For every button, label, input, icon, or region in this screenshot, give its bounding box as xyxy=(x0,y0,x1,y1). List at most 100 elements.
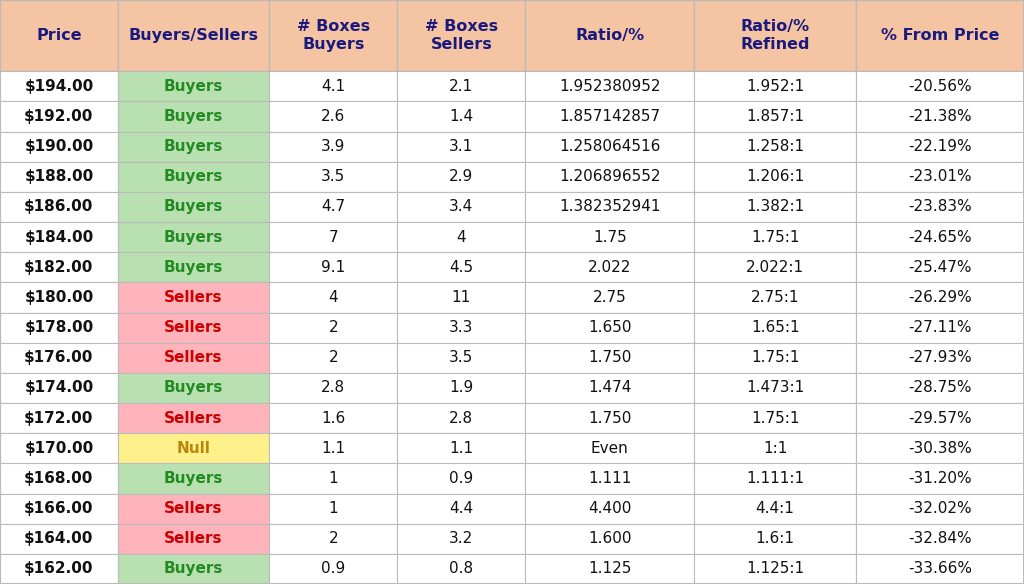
Text: 2.9: 2.9 xyxy=(450,169,473,185)
Bar xyxy=(397,283,525,312)
Bar xyxy=(856,554,1024,584)
Text: $176.00: $176.00 xyxy=(25,350,93,365)
Text: 3.3: 3.3 xyxy=(450,320,473,335)
Bar xyxy=(397,403,525,433)
Text: -32.02%: -32.02% xyxy=(908,501,972,516)
Text: Buyers: Buyers xyxy=(164,79,223,94)
Text: $180.00: $180.00 xyxy=(25,290,93,305)
Text: -27.93%: -27.93% xyxy=(908,350,972,365)
Bar xyxy=(0,493,118,524)
Text: 3.2: 3.2 xyxy=(450,531,473,546)
Text: # Boxes
Sellers: # Boxes Sellers xyxy=(425,19,498,52)
Bar xyxy=(525,312,694,343)
Bar xyxy=(856,493,1024,524)
Bar xyxy=(397,131,525,162)
Bar xyxy=(397,493,525,524)
Text: Buyers: Buyers xyxy=(164,109,223,124)
Text: $174.00: $174.00 xyxy=(25,380,93,395)
Bar xyxy=(0,0,118,71)
Bar xyxy=(397,343,525,373)
Bar xyxy=(694,102,856,131)
Bar xyxy=(525,71,694,102)
Text: Sellers: Sellers xyxy=(164,531,223,546)
Text: -22.19%: -22.19% xyxy=(908,139,972,154)
Bar xyxy=(0,524,118,554)
Text: 1.111:1: 1.111:1 xyxy=(746,471,804,486)
Text: 1.952:1: 1.952:1 xyxy=(746,79,804,94)
Text: Buyers: Buyers xyxy=(164,139,223,154)
Text: $184.00: $184.00 xyxy=(25,230,93,245)
Bar xyxy=(118,222,269,252)
Text: 2.75:1: 2.75:1 xyxy=(751,290,800,305)
Bar xyxy=(397,71,525,102)
Bar xyxy=(0,373,118,403)
Bar xyxy=(269,162,397,192)
Bar xyxy=(694,71,856,102)
Text: Null: Null xyxy=(176,441,211,456)
Text: 1.6: 1.6 xyxy=(322,411,345,426)
Text: 1.650: 1.650 xyxy=(588,320,632,335)
Bar xyxy=(269,524,397,554)
Bar xyxy=(118,554,269,584)
Bar xyxy=(118,463,269,493)
Text: 3.4: 3.4 xyxy=(450,200,473,214)
Text: 1.75:1: 1.75:1 xyxy=(751,230,800,245)
Bar xyxy=(525,463,694,493)
Bar xyxy=(525,554,694,584)
Text: 11: 11 xyxy=(452,290,471,305)
Bar xyxy=(0,252,118,283)
Text: 3.5: 3.5 xyxy=(322,169,345,185)
Text: 3.9: 3.9 xyxy=(322,139,345,154)
Bar xyxy=(525,0,694,71)
Text: $182.00: $182.00 xyxy=(25,260,93,275)
Text: 2: 2 xyxy=(329,320,338,335)
Text: $162.00: $162.00 xyxy=(25,561,93,576)
Text: $188.00: $188.00 xyxy=(25,169,93,185)
Text: 1.75:1: 1.75:1 xyxy=(751,411,800,426)
Text: Sellers: Sellers xyxy=(164,320,223,335)
Bar xyxy=(856,131,1024,162)
Bar xyxy=(694,554,856,584)
Bar xyxy=(118,162,269,192)
Text: Buyers: Buyers xyxy=(164,260,223,275)
Bar xyxy=(269,493,397,524)
Text: -20.56%: -20.56% xyxy=(908,79,972,94)
Text: 1.1: 1.1 xyxy=(322,441,345,456)
Bar xyxy=(397,554,525,584)
Bar xyxy=(525,343,694,373)
Bar xyxy=(694,493,856,524)
Text: Sellers: Sellers xyxy=(164,501,223,516)
Bar xyxy=(397,463,525,493)
Text: -21.38%: -21.38% xyxy=(908,109,972,124)
Bar xyxy=(0,433,118,463)
Text: Sellers: Sellers xyxy=(164,290,223,305)
Text: 2: 2 xyxy=(329,531,338,546)
Text: 1.1: 1.1 xyxy=(450,441,473,456)
Text: -25.47%: -25.47% xyxy=(908,260,972,275)
Text: -31.20%: -31.20% xyxy=(908,471,972,486)
Bar xyxy=(525,192,694,222)
Bar xyxy=(525,131,694,162)
Bar xyxy=(118,373,269,403)
Bar xyxy=(397,0,525,71)
Text: $172.00: $172.00 xyxy=(25,411,93,426)
Bar xyxy=(694,131,856,162)
Text: 1.206:1: 1.206:1 xyxy=(746,169,804,185)
Text: -27.11%: -27.11% xyxy=(908,320,972,335)
Bar xyxy=(397,373,525,403)
Bar xyxy=(0,283,118,312)
Bar xyxy=(118,312,269,343)
Bar xyxy=(0,222,118,252)
Bar xyxy=(269,433,397,463)
Text: 2: 2 xyxy=(329,350,338,365)
Text: 4: 4 xyxy=(457,230,466,245)
Bar xyxy=(856,312,1024,343)
Text: 3.5: 3.5 xyxy=(450,350,473,365)
Text: 1: 1 xyxy=(329,501,338,516)
Text: $178.00: $178.00 xyxy=(25,320,93,335)
Bar xyxy=(0,71,118,102)
Bar xyxy=(0,312,118,343)
Text: 2.8: 2.8 xyxy=(322,380,345,395)
Bar xyxy=(525,373,694,403)
Text: Price: Price xyxy=(36,28,82,43)
